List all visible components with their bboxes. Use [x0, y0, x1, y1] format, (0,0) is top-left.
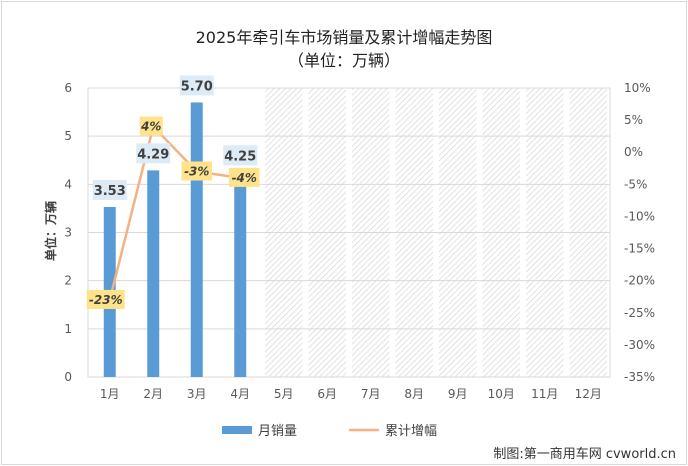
- x-tick-label: 3月: [187, 387, 207, 401]
- line-label-bg: [181, 161, 212, 181]
- line-data-label: -3%: [184, 164, 209, 178]
- plot-border: [87, 87, 611, 378]
- y-tick-label: 3: [64, 226, 72, 240]
- legend-label-line: 累计增幅: [385, 424, 437, 439]
- chart-subtitle: （单位：万辆）: [288, 51, 400, 70]
- bar-label-bg: [223, 145, 258, 166]
- y2-tick-label: 10%: [624, 81, 651, 95]
- credit-text: 制图:第一商用车网 cvworld.cn: [493, 446, 676, 462]
- bar-label-bg: [179, 75, 214, 96]
- y-axis-label: 单位：万辆: [43, 201, 58, 261]
- x-tick-label: 11月: [531, 387, 558, 401]
- chart-title: 2025年牵引车市场销量及累计增幅走势图: [196, 28, 493, 47]
- legend: 月销量 累计增幅: [222, 424, 437, 439]
- x-tick-label: 6月: [317, 387, 337, 401]
- bar-data-label: 5.70: [181, 79, 213, 94]
- x-tick-label: 1月: [100, 387, 120, 401]
- y2-tick-label: -20%: [624, 274, 655, 288]
- y-tick-label: 0: [64, 370, 72, 384]
- bar-data-label: 3.53: [94, 184, 126, 199]
- bar-data-label: 4.29: [137, 147, 169, 162]
- x-tick-label: 5月: [274, 387, 294, 401]
- line-label-bg: [86, 289, 125, 309]
- y2-tick-label: -30%: [624, 338, 655, 352]
- legend-label-bars: 月销量: [258, 424, 297, 439]
- line-series: [108, 125, 241, 301]
- y2-tick-label: -35%: [624, 370, 655, 384]
- bar-label-bg: [92, 179, 127, 200]
- bar: [190, 102, 203, 377]
- line-data-label: 4%: [140, 120, 161, 134]
- line-data-label: -23%: [89, 293, 123, 307]
- line-label-bg: [229, 167, 260, 187]
- y2-tick-label: -25%: [624, 306, 655, 320]
- x-tick-label: 4月: [230, 387, 250, 401]
- bar-label-bg: [136, 143, 171, 164]
- bar-data-label: 4.25: [224, 149, 256, 164]
- y-tick-label: 4: [64, 177, 72, 191]
- x-tick-label: 12月: [575, 387, 602, 401]
- plot-area: 0 1 2 3 4 5 6 -35% -30% -25% -20% -15% -10% -5% 0% 5% 10…: [64, 75, 655, 401]
- line-data-label: -4%: [232, 171, 257, 185]
- x-tick-label: 9月: [448, 387, 468, 401]
- x-tick-label: 2月: [143, 387, 163, 401]
- y2-tick-label: 5%: [624, 113, 643, 127]
- line-label-bg: [139, 116, 163, 136]
- bar: [234, 172, 247, 377]
- y-tick-label: 1: [64, 322, 72, 336]
- legend-swatch-bars: [222, 426, 252, 434]
- y-tick-label: 5: [64, 129, 72, 143]
- x-tick-label: 10月: [488, 387, 515, 401]
- bar: [147, 170, 160, 377]
- y-tick-label: 2: [64, 274, 72, 288]
- y2-tick-label: -15%: [624, 242, 655, 256]
- y2-tick-label: -5%: [624, 177, 647, 191]
- x-tick-label: 7月: [361, 387, 381, 401]
- x-tick-label: 8月: [404, 387, 424, 401]
- y2-tick-label: -10%: [624, 209, 655, 223]
- y-tick-label: 6: [64, 81, 72, 95]
- y2-tick-label: 0%: [624, 145, 643, 159]
